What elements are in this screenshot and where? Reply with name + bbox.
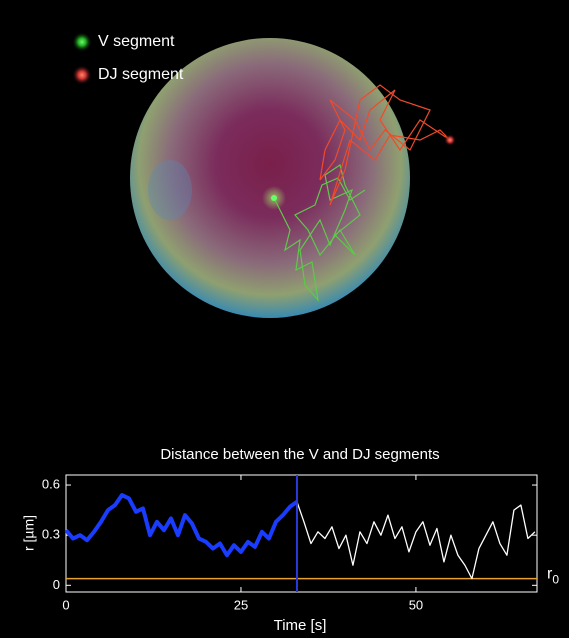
legend-dj-label: DJ segment <box>98 66 184 83</box>
y-tick-label: 0.3 <box>42 527 60 542</box>
series-line <box>66 495 297 555</box>
v-point <box>271 195 277 201</box>
r0-label: r0 <box>547 566 559 587</box>
y-axis-label: r [µm] <box>21 515 37 551</box>
legend-v-marker <box>72 32 92 52</box>
x-tick-label: 25 <box>234 597 248 612</box>
legend-v-label: V segment <box>98 33 175 50</box>
y-tick-label: 0 <box>53 577 60 592</box>
x-tick-label: 0 <box>62 597 69 612</box>
dj-point <box>444 134 456 146</box>
plot-frame <box>66 475 537 592</box>
sphere-shade <box>148 160 192 220</box>
page: {"legend": {"v_label": "V segment", "dj_… <box>0 0 569 638</box>
figure: V segment DJ segment Distance between th… <box>0 0 569 638</box>
r0-label-sub: 0 <box>552 573 559 587</box>
x-tick-label: 50 <box>409 597 423 612</box>
x-axis-label: Time [s] <box>274 617 327 634</box>
chart-title: Distance between the V and DJ segments <box>160 446 439 463</box>
legend-dj-marker <box>72 65 92 85</box>
series-line <box>297 502 535 579</box>
y-tick-label: 0.6 <box>42 476 60 491</box>
